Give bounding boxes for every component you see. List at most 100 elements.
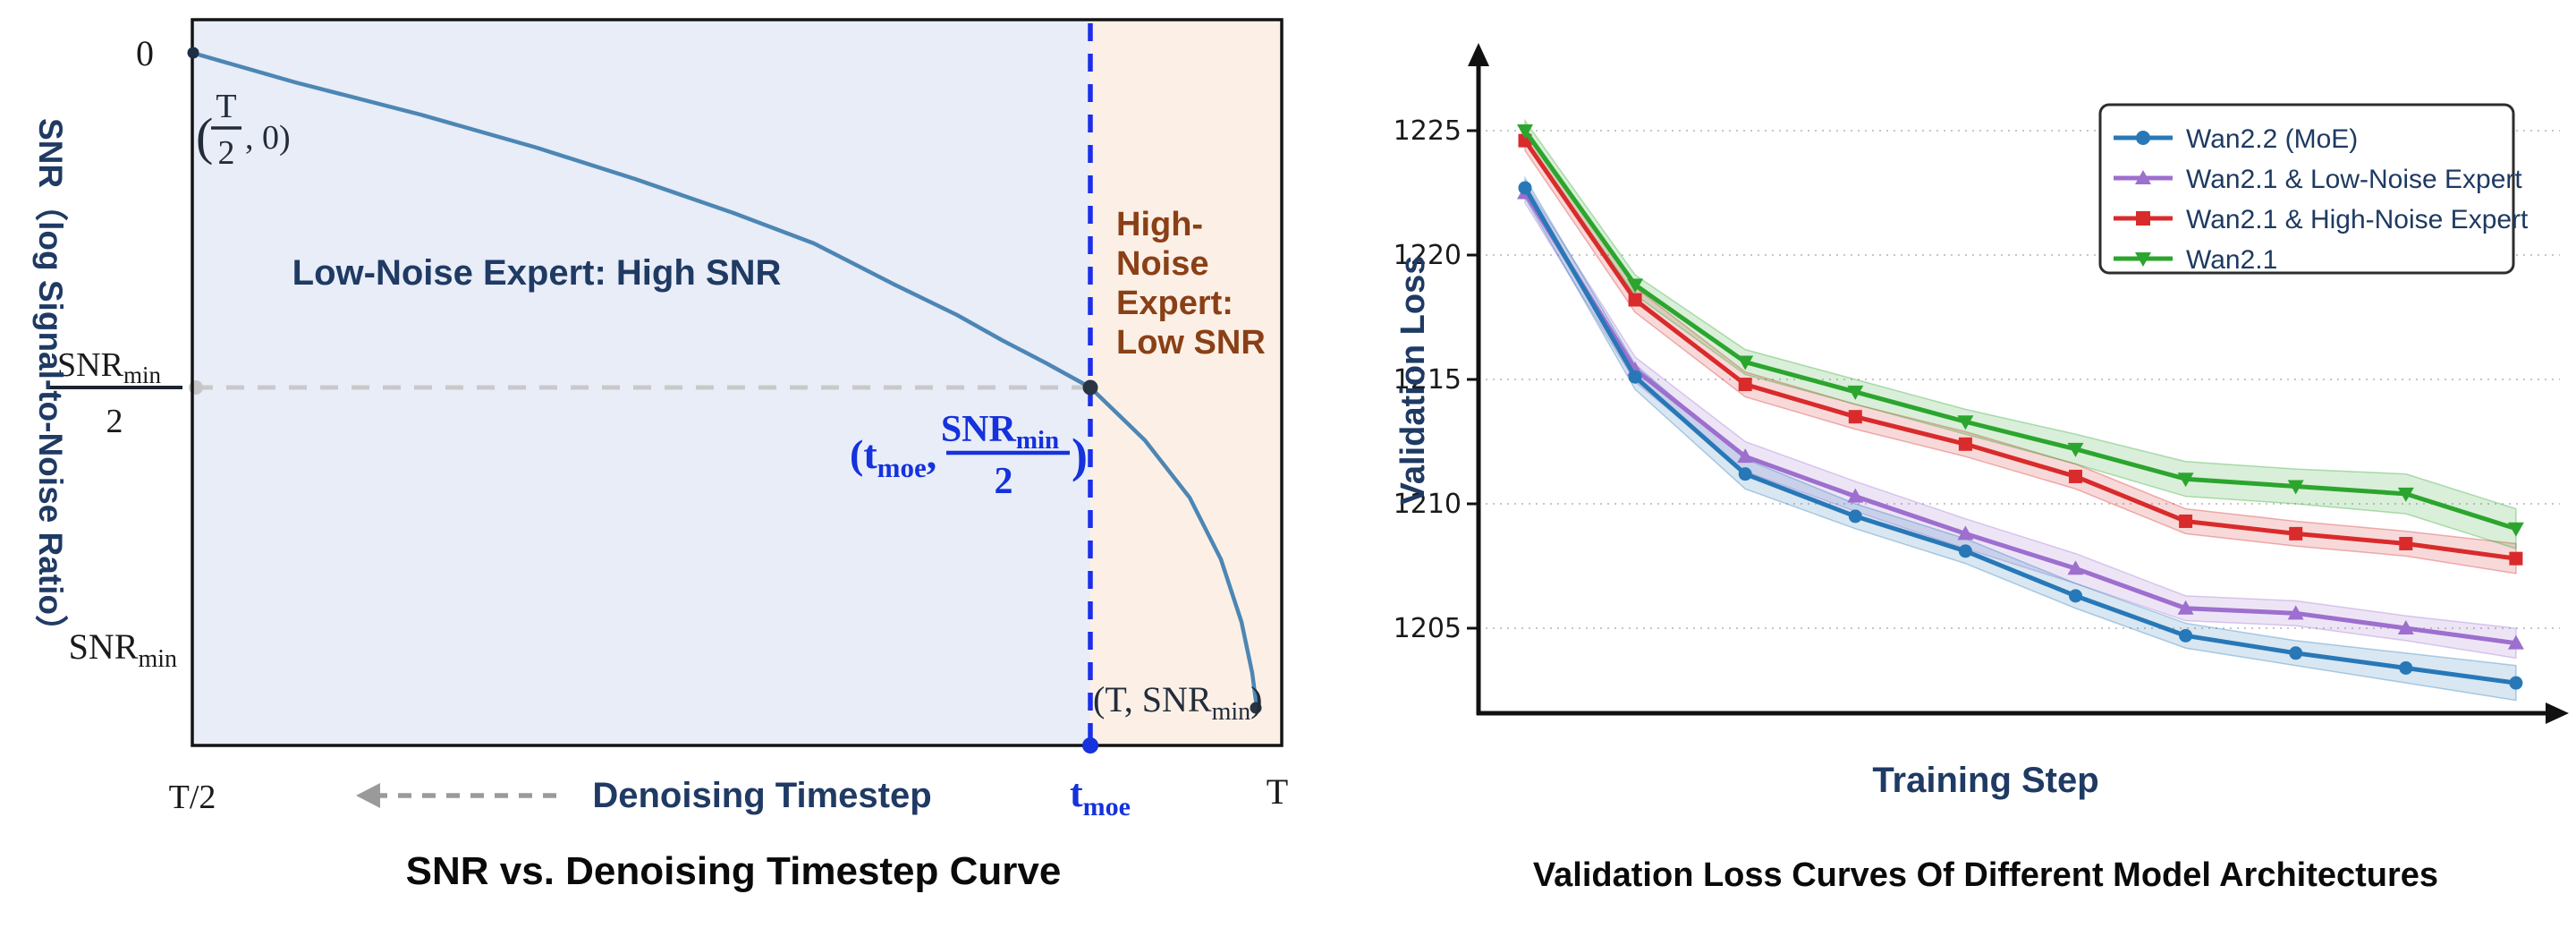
x-axis-arrowhead <box>2546 702 2569 724</box>
series-line <box>1522 138 2519 561</box>
y-ticks: 0.1225 0.1220 0.1215 0.1210 0.1205 <box>1395 115 1479 644</box>
data-point-marker <box>2397 620 2414 634</box>
svg-text:Wan2.1: Wan2.1 <box>2186 245 2277 275</box>
data-point-marker <box>1847 488 1864 503</box>
data-point-marker <box>2507 522 2524 537</box>
data-point-marker <box>1957 525 1974 541</box>
data-point-marker <box>1737 355 1754 370</box>
svg-text:Wan2.2 (MoE): Wan2.2 (MoE) <box>2186 124 2358 154</box>
annotation-moe-point: (tmoe, SNRmin 2 ) <box>850 409 1088 502</box>
tmoe-axis-dot <box>1082 737 1098 753</box>
svg-text:2: 2 <box>106 403 123 440</box>
confidence-band <box>1524 128 2517 575</box>
data-point-marker <box>1518 181 1532 195</box>
data-point-marker <box>1847 385 1864 400</box>
confidence-band <box>1524 175 2517 702</box>
horizontal-gridlines <box>1479 130 2560 629</box>
y-axis-label: SNR（log Signal-to-Noise Ratio） <box>32 118 69 648</box>
svg-text:Expert:: Expert: <box>1116 285 1233 322</box>
confidence-band <box>1524 180 2517 660</box>
timestep-direction-arrow <box>356 783 556 808</box>
y-tick-snr-half-fraction: SNRmin 2 <box>47 346 182 440</box>
snr-diagram-panel: 0 SNRmin 2 SNRmin SNR（log Signal-to-Nois… <box>32 18 1288 893</box>
data-point-marker <box>2177 473 2194 488</box>
series-line <box>1522 128 2519 532</box>
legend: Wan2.2 (MoE) Wan2.1 & Low-Noise Expert W… <box>2098 103 2529 275</box>
legend-row-wan21: Wan2.1 <box>2114 245 2277 275</box>
data-point-marker <box>2069 469 2082 483</box>
data-point-marker <box>1517 124 1533 139</box>
x-tick-T: T <box>1267 771 1288 812</box>
svg-text:, 0): , 0) <box>245 119 291 157</box>
y-tick-label: 0.1205 <box>1395 613 1462 644</box>
data-point-marker <box>2069 589 2082 603</box>
legend-box <box>2098 103 2515 275</box>
left-panel-title: SNR vs. Denoising Timestep Curve <box>406 849 1062 893</box>
legend-row-wan22-moe: Wan2.2 (MoE) <box>2114 124 2358 154</box>
data-point-marker <box>1958 544 1972 558</box>
y-axis-arrowhead <box>1468 43 1489 66</box>
data-point-marker <box>2399 536 2413 550</box>
data-point-marker <box>1848 410 1862 424</box>
svg-text:SNRmin: SNRmin <box>941 409 1059 455</box>
data-point-marker <box>1848 509 1862 524</box>
series-layer <box>1517 118 2524 702</box>
start-point-dot <box>187 47 199 59</box>
svg-text:Low SNR: Low SNR <box>1116 324 1266 362</box>
data-point-marker <box>1957 415 1974 430</box>
data-point-marker <box>2507 634 2524 650</box>
svg-text:Wan2.1 & Low-Noise Expert: Wan2.1 & Low-Noise Expert <box>2186 165 2522 194</box>
legend-row-low-noise: Wan2.1 & Low-Noise Expert <box>2114 165 2522 194</box>
series-line <box>1522 191 2519 646</box>
low-noise-region <box>192 20 1090 745</box>
data-point-marker <box>1628 293 1642 307</box>
high-noise-region <box>1090 20 1282 745</box>
data-point-marker <box>1627 278 1644 294</box>
data-point-marker <box>2397 487 2414 502</box>
data-point-marker <box>1628 370 1642 384</box>
data-point-marker <box>2067 560 2084 575</box>
x-axis <box>1477 702 2569 724</box>
x-axis-label: Denoising Timestep <box>592 776 931 815</box>
y-tick-label: 0.1215 <box>1395 364 1462 396</box>
annotation-start-point: ( T 2 , 0) <box>196 88 291 172</box>
data-point-marker <box>2287 605 2304 620</box>
series-line <box>1522 185 2519 685</box>
data-point-marker <box>2289 646 2303 660</box>
data-point-marker <box>2509 551 2523 566</box>
moe-intersection-dot <box>1082 379 1098 396</box>
data-point-marker <box>2287 480 2304 495</box>
x-tick-tmoe: tmoe <box>1070 771 1131 822</box>
y-tick-zero: 0 <box>136 33 154 73</box>
annotation-end-point: (T, SNRmin) <box>1093 679 1263 726</box>
x-axis-label: Training Step <box>1872 761 2098 800</box>
data-point-marker <box>1738 467 1752 481</box>
confidence-band <box>1524 118 2517 550</box>
data-point-marker <box>2179 628 2193 643</box>
high-noise-region-label: High- Noise Expert: Low SNR <box>1116 206 1266 362</box>
y-tick-snr-min: SNRmin <box>69 626 177 673</box>
end-point-dot <box>1250 702 1262 714</box>
plot-border <box>191 18 1284 747</box>
y-tick-label: 0.1225 <box>1395 115 1462 147</box>
y-axis-label: Validation Loss <box>1395 256 1432 506</box>
data-point-marker <box>2067 442 2084 457</box>
svg-text:2: 2 <box>995 461 1013 502</box>
data-point-marker <box>2289 526 2303 541</box>
data-point-marker <box>2179 514 2193 528</box>
legend-row-high-noise: Wan2.1 & High-Noise Expert <box>2114 205 2529 234</box>
svg-text:SNRmin: SNRmin <box>57 346 161 388</box>
data-point-marker <box>1737 448 1754 464</box>
y-tick-label: 0.1210 <box>1395 489 1462 520</box>
svg-text:(: ( <box>196 107 213 166</box>
svg-text:Noise: Noise <box>1116 245 1208 283</box>
y-tick-label: 0.1220 <box>1395 240 1462 271</box>
low-noise-region-label: Low-Noise Expert: High SNR <box>292 253 782 293</box>
svg-text:(tmoe,: (tmoe, <box>850 431 936 483</box>
data-point-marker <box>2399 660 2413 675</box>
x-tick-T-half: T/2 <box>169 779 216 816</box>
data-point-marker <box>1958 437 1972 451</box>
data-point-marker <box>1738 378 1752 392</box>
svg-text:2: 2 <box>218 134 235 172</box>
